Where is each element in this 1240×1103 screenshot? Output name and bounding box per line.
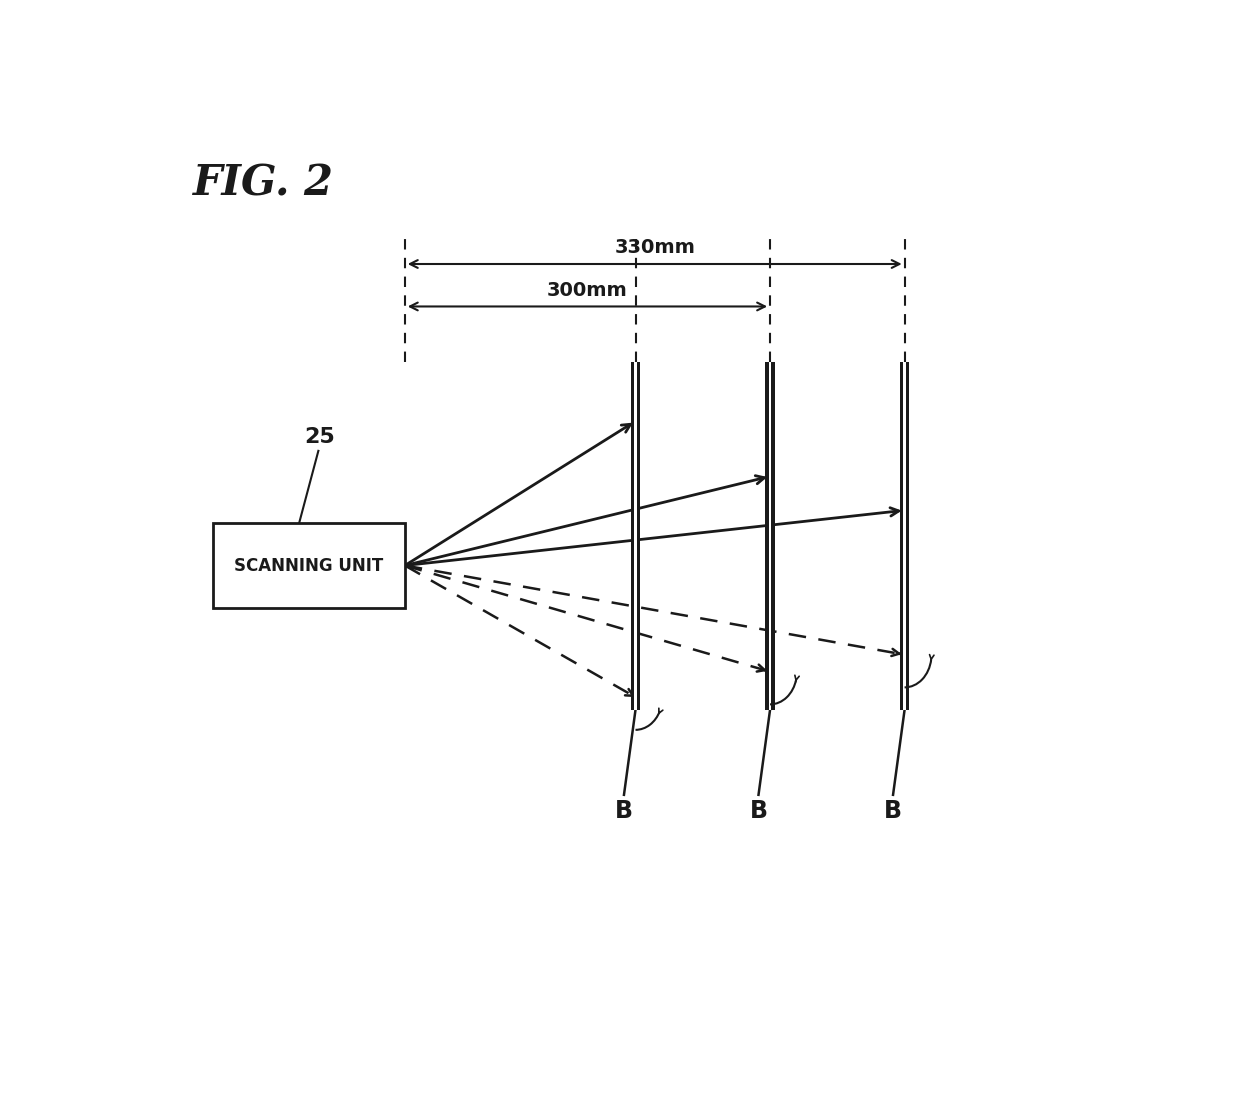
Bar (903, 362, 906, 710)
Text: B: B (615, 799, 632, 823)
Bar (631, 362, 640, 710)
Text: 25: 25 (304, 427, 335, 447)
Bar (769, 362, 771, 710)
Text: FIG. 2: FIG. 2 (193, 162, 335, 204)
Text: 330mm: 330mm (614, 238, 696, 257)
Text: B: B (749, 799, 768, 823)
Text: B: B (884, 799, 901, 823)
Text: SCANNING UNIT: SCANNING UNIT (234, 557, 383, 575)
Bar (634, 362, 637, 710)
Bar (765, 362, 775, 710)
Text: 300mm: 300mm (547, 280, 627, 300)
Bar (900, 362, 909, 710)
Bar (213, 523, 404, 608)
